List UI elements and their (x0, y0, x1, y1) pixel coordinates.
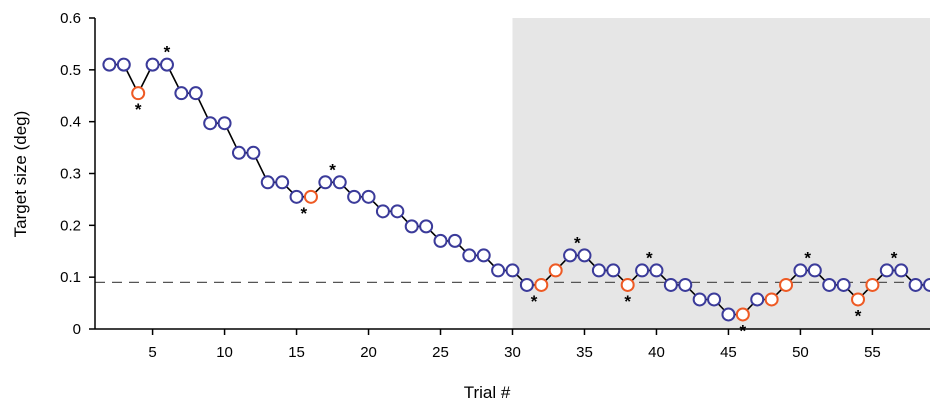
y-tick-label: 0.1 (60, 269, 81, 286)
data-point (332, 175, 347, 190)
x-tick-label: 35 (576, 344, 593, 361)
star-below: * (300, 204, 307, 223)
y-tick-label: 0.2 (60, 217, 81, 234)
star-above: * (164, 43, 171, 62)
x-tick-label: 45 (720, 344, 737, 361)
x-tick-label: 20 (360, 344, 377, 361)
series-line (109, 63, 930, 316)
star-below: * (740, 321, 747, 340)
data-point (260, 175, 275, 190)
x-tick-label: 5 (148, 344, 156, 361)
data-point-highlighted (764, 292, 779, 307)
x-tick-label: 30 (504, 344, 521, 361)
x-tick-label: 10 (216, 344, 233, 361)
data-point (231, 145, 246, 160)
data-point (678, 277, 693, 292)
data-point (447, 233, 462, 248)
y-tick-label: 0.4 (60, 114, 81, 131)
data-point (404, 219, 419, 234)
data-point (419, 219, 434, 234)
data-point (721, 307, 736, 322)
data-point (563, 248, 578, 263)
y-ticks: 0 0.1 0.2 0.3 0.4 0.5 0.6 (60, 10, 95, 338)
star-above: * (646, 248, 653, 267)
x-ticks: 5 10 15 20 25 30 35 40 45 50 55 (148, 329, 881, 361)
data-point (793, 263, 808, 278)
data-point (159, 57, 174, 72)
data-point (102, 57, 117, 72)
data-point (275, 175, 290, 190)
star-below: * (135, 100, 142, 119)
data-point-highlighted (303, 189, 318, 204)
data-point (591, 263, 606, 278)
data-point (145, 57, 160, 72)
data-point (203, 116, 218, 131)
data-point (347, 189, 362, 204)
data-point (390, 204, 405, 219)
data-point (188, 86, 203, 101)
data-point (692, 292, 707, 307)
x-tick-label: 55 (864, 344, 881, 361)
star-above: * (329, 160, 336, 179)
data-point-highlighted (735, 307, 750, 322)
y-tick-label: 0 (73, 321, 81, 338)
data-point (649, 263, 664, 278)
star-below: * (531, 292, 538, 311)
data-point-highlighted (620, 277, 635, 292)
y-tick-label: 0.5 (60, 62, 81, 79)
data-point (505, 263, 520, 278)
data-point (375, 204, 390, 219)
data-point (217, 116, 232, 131)
series-points (102, 57, 930, 322)
x-tick-label: 50 (792, 344, 809, 361)
data-point (433, 233, 448, 248)
data-point (836, 277, 851, 292)
data-point (462, 248, 477, 263)
data-point (923, 277, 930, 292)
data-point-highlighted (534, 277, 549, 292)
shaded-region (512, 18, 930, 329)
data-point (519, 277, 534, 292)
star-below: * (855, 306, 862, 325)
data-point-highlighted (865, 277, 880, 292)
star-below: * (624, 292, 631, 311)
data-point (476, 248, 491, 263)
data-point (361, 189, 376, 204)
data-point (606, 263, 621, 278)
data-point-highlighted (131, 86, 146, 101)
data-point (663, 277, 678, 292)
data-point (635, 263, 650, 278)
data-point (807, 263, 822, 278)
data-point (491, 263, 506, 278)
significance-stars: * * * * * * * * * * * * (135, 43, 898, 341)
data-point (894, 263, 909, 278)
data-point (246, 145, 261, 160)
y-tick-label: 0.3 (60, 166, 81, 183)
y-tick-label: 0.6 (60, 10, 81, 27)
x-tick-label: 15 (288, 344, 305, 361)
data-point (908, 277, 923, 292)
data-point (174, 86, 189, 101)
star-above: * (804, 248, 811, 267)
data-point (116, 57, 131, 72)
data-point (707, 292, 722, 307)
data-point-highlighted (851, 292, 866, 307)
star-above: * (574, 233, 581, 252)
data-point (289, 189, 304, 204)
data-point (822, 277, 837, 292)
data-point (318, 175, 333, 190)
data-point (577, 248, 592, 263)
data-point (750, 292, 765, 307)
data-point (879, 263, 894, 278)
star-above: * (891, 248, 898, 267)
x-tick-label: 40 (648, 344, 665, 361)
y-axis-title: Target size (deg) (11, 111, 30, 238)
data-point-highlighted (779, 277, 794, 292)
x-axis-title: Trial # (464, 383, 511, 402)
x-tick-label: 25 (432, 344, 449, 361)
data-point-highlighted (548, 263, 563, 278)
